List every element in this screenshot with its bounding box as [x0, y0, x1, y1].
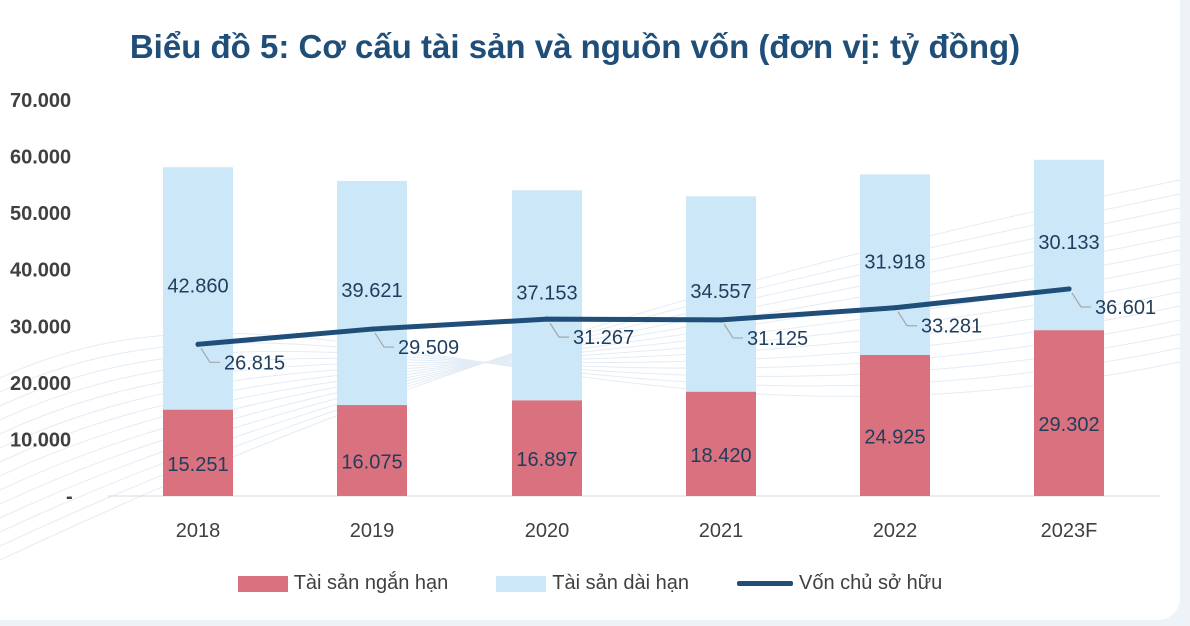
y-tick-label: 60.000	[10, 147, 71, 169]
equity-point	[892, 305, 898, 311]
equity-leader-line	[897, 311, 917, 327]
bar-long-term-assets	[337, 180, 407, 406]
y-tick-label: 10.000	[10, 429, 71, 451]
equity-point	[1066, 286, 1072, 292]
equity-leader-line	[549, 322, 569, 338]
bar-short-term-assets	[163, 409, 233, 496]
chart-title: Biểu đồ 5: Cơ cấu tài sản và nguồn vốn (…	[129, 28, 1021, 65]
data-label-short-term: 24.925	[864, 426, 925, 448]
data-label-long-term: 30.133	[1038, 232, 1099, 254]
data-label-equity: 31.267	[573, 327, 634, 349]
legend-swatch-equity	[737, 581, 794, 586]
legend-label-long-term: Tài sản dài hạn	[552, 572, 690, 594]
equity-leader-line	[723, 323, 743, 339]
legend-label-equity: Vốn chủ sở hữu	[799, 572, 943, 594]
y-tick-label: 50.000	[10, 203, 71, 225]
equity-point	[369, 326, 375, 332]
bar-long-term-assets	[1034, 159, 1104, 331]
legend-label-short-term: Tài sản ngắn hạn	[293, 572, 449, 594]
equity-leader-line	[1071, 292, 1091, 308]
bar-long-term-assets	[686, 196, 756, 392]
bar-long-term-assets	[860, 174, 930, 355]
y-tick-label: 70.000	[10, 90, 71, 112]
data-label-short-term: 16.075	[341, 452, 402, 474]
data-label-equity: 29.509	[398, 337, 459, 359]
legend-item-equity: Vốn chủ sở hữu	[737, 572, 942, 595]
x-axis: 2018 2019 2020 2021 2022 2023F	[176, 520, 1098, 542]
data-label-equity: 36.601	[1095, 297, 1156, 319]
chart-plot: - 10.000 20.000 30.000 40.000 50.000 60.000 70.…	[0, 90, 1180, 560]
legend-item-short-term-assets: Tài sản ngắn hạn	[237, 572, 449, 595]
y-tick-label: 40.000	[10, 260, 71, 282]
bar-long-term-assets	[163, 167, 233, 410]
y-tick-label: 20.000	[10, 373, 71, 395]
equity-leader-line	[374, 332, 394, 348]
x-tick-label: 2023F	[1041, 520, 1098, 542]
data-label-long-term: 42.860	[167, 275, 228, 297]
equity-line-path	[195, 286, 1072, 347]
x-tick-label: 2019	[350, 520, 395, 542]
x-tick-label: 2022	[873, 520, 918, 542]
background-curve	[0, 332, 1180, 397]
bar-short-term-assets	[337, 405, 407, 496]
y-tick-label: -	[66, 486, 73, 508]
equity-point	[544, 316, 550, 322]
equity-line: 26.815 29.509 31.267 31.125 33.281 36.601	[195, 286, 1156, 374]
data-label-long-term: 39.621	[341, 280, 402, 302]
equity-point	[718, 317, 724, 323]
y-axis: - 10.000 20.000 30.000 40.000 50.000 60.000 70.…	[10, 90, 73, 508]
bar-short-term-assets	[512, 400, 582, 496]
bar-short-term-assets	[686, 391, 756, 496]
legend-swatch-short-term	[237, 575, 288, 592]
data-label-equity: 31.125	[747, 328, 808, 350]
legend-swatch-long-term	[496, 575, 547, 592]
x-tick-label: 2021	[699, 520, 744, 542]
bar-labels: 15.251 42.860 16.075 39.621 16.897 37.153 18.4…	[167, 232, 1099, 476]
bars	[163, 159, 1104, 496]
equity-leader-line	[200, 347, 220, 363]
data-label-short-term: 15.251	[167, 454, 228, 476]
bar-short-term-assets	[860, 354, 930, 496]
data-label-short-term: 18.420	[690, 445, 751, 467]
legend: Tài sản ngắn hạn Tài sản dài hạn Vốn chủ…	[0, 572, 1180, 595]
data-label-short-term: 29.302	[1038, 414, 1099, 436]
equity-point	[195, 341, 201, 347]
x-tick-label: 2018	[176, 520, 221, 542]
y-tick-label: 30.000	[10, 316, 71, 338]
background-decoration	[0, 179, 1180, 560]
data-label-equity: 33.281	[921, 316, 982, 338]
bar-short-term-assets	[1034, 330, 1104, 496]
data-label-long-term: 31.918	[864, 252, 925, 274]
data-label-equity: 26.815	[224, 352, 285, 374]
data-label-long-term: 37.153	[516, 282, 577, 304]
data-label-short-term: 16.897	[516, 449, 577, 471]
bar-long-term-assets	[512, 190, 582, 401]
data-label-long-term: 34.557	[690, 281, 751, 303]
x-tick-label: 2020	[525, 520, 570, 542]
legend-item-long-term-assets: Tài sản dài hạn	[496, 572, 689, 595]
